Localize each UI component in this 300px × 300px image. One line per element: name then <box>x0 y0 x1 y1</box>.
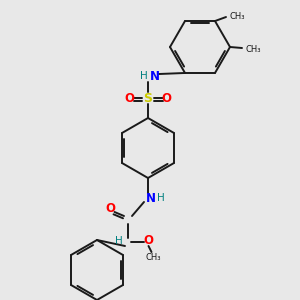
Text: O: O <box>143 235 154 248</box>
Text: CH₃: CH₃ <box>146 254 161 262</box>
Text: O: O <box>124 92 134 104</box>
Text: H: H <box>115 236 123 246</box>
Text: CH₃: CH₃ <box>246 44 262 53</box>
Text: S: S <box>143 92 152 104</box>
Text: O: O <box>161 92 172 104</box>
Text: O: O <box>106 202 116 215</box>
Text: N: N <box>146 191 156 205</box>
Text: N: N <box>150 70 160 83</box>
Text: H: H <box>157 193 165 203</box>
Text: CH₃: CH₃ <box>230 11 245 20</box>
Text: H: H <box>140 71 148 81</box>
